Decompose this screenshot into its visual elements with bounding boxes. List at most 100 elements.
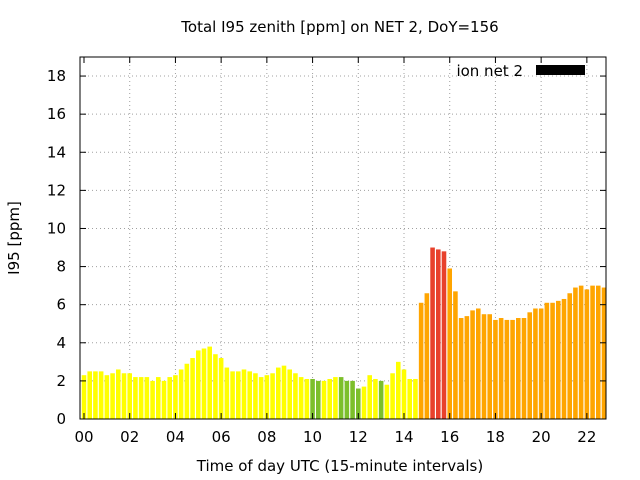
bar	[338, 377, 344, 419]
bar	[333, 377, 338, 419]
bar	[584, 289, 590, 419]
y-tick-label: 6	[56, 296, 66, 314]
x-tick-label: 10	[303, 428, 322, 446]
bar	[396, 361, 401, 419]
bar	[110, 373, 115, 419]
bar	[167, 377, 172, 419]
bar	[413, 378, 418, 419]
x-tick-label: 12	[349, 428, 368, 446]
bars	[81, 247, 607, 419]
plot-frame	[79, 56, 607, 420]
bar	[561, 298, 567, 419]
y-tick-label: 12	[47, 181, 66, 199]
bar	[464, 316, 470, 419]
bar	[241, 369, 247, 419]
bar	[407, 378, 412, 419]
bar	[470, 310, 475, 419]
bar	[144, 377, 150, 419]
bar	[161, 380, 167, 419]
bar	[127, 373, 132, 419]
legend-label: ion net 2	[456, 62, 523, 80]
bar	[596, 285, 601, 419]
x-tick-label: 08	[257, 428, 276, 446]
y-tick-label: 14	[47, 143, 66, 161]
y-tick-label: 10	[47, 219, 66, 237]
y-tick-label: 2	[56, 372, 66, 390]
legend: ion net 2	[456, 62, 585, 80]
y-tick-label: 0	[56, 410, 66, 428]
bar	[207, 346, 212, 419]
bar	[533, 308, 538, 419]
bar	[133, 377, 138, 419]
x-tick-label: 00	[74, 428, 93, 446]
bar	[504, 319, 510, 419]
bar	[418, 302, 424, 419]
bar	[150, 380, 155, 419]
legend-swatch	[536, 65, 585, 75]
bar	[270, 373, 275, 419]
grid-lines	[80, 57, 606, 419]
bar	[373, 378, 378, 419]
bar	[493, 319, 498, 419]
bar	[498, 318, 504, 419]
bar	[236, 371, 241, 419]
bar	[401, 369, 407, 419]
bar	[253, 373, 258, 419]
bar	[281, 365, 287, 419]
x-tick-label: 20	[532, 428, 551, 446]
x-tick-label: 16	[440, 428, 459, 446]
x-tick-label: 18	[486, 428, 505, 446]
bar	[173, 375, 178, 419]
bar	[567, 293, 572, 419]
bar	[304, 378, 310, 419]
bar	[98, 371, 104, 419]
bar	[293, 373, 298, 419]
bar	[378, 380, 384, 419]
bar	[81, 375, 87, 419]
bar	[367, 375, 372, 419]
bar	[430, 247, 435, 419]
bar	[453, 291, 458, 419]
bar	[276, 367, 281, 419]
bar	[550, 302, 555, 419]
y-tick-label: 8	[56, 258, 66, 276]
bar	[458, 318, 464, 419]
bar	[441, 251, 447, 419]
y-tick-label: 18	[47, 67, 66, 85]
bar	[556, 300, 561, 419]
x-tick-label: 22	[577, 428, 596, 446]
bar	[544, 302, 550, 419]
y-tick-label: 16	[47, 105, 66, 123]
bar	[258, 377, 264, 419]
chart-title: Total I95 zenith [ppm] on NET 2, DoY=156	[180, 18, 498, 36]
bar	[327, 378, 332, 419]
bar	[447, 268, 452, 419]
bar	[316, 380, 321, 419]
bar	[527, 312, 532, 419]
bar	[310, 378, 315, 419]
bar	[516, 318, 521, 419]
bar	[116, 369, 121, 419]
bar	[201, 348, 207, 419]
x-tick-label: 14	[394, 428, 413, 446]
bar	[156, 377, 161, 419]
bar	[138, 377, 144, 419]
bar	[481, 314, 487, 419]
bar	[424, 293, 430, 419]
bar	[476, 308, 481, 419]
bar	[213, 354, 218, 419]
bar	[184, 363, 190, 419]
bar	[578, 285, 584, 419]
bar	[590, 285, 595, 419]
y-axis-label: I95 [ppm]	[5, 201, 23, 275]
bar	[298, 377, 304, 419]
y-tick-label: 4	[56, 334, 66, 352]
bar	[196, 350, 201, 419]
bar	[230, 371, 235, 419]
bar	[264, 375, 270, 419]
bar	[510, 319, 515, 419]
bar	[538, 308, 544, 419]
bar	[573, 287, 578, 419]
